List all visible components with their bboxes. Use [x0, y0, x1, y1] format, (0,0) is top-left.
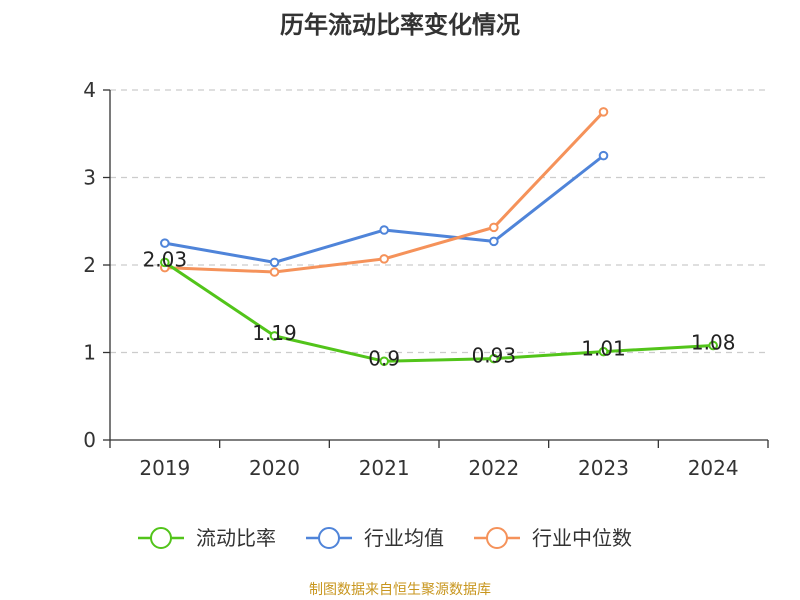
- x-tick-label: 2020: [249, 456, 300, 480]
- data-point: [379, 225, 389, 235]
- data-label: 1.08: [691, 331, 736, 355]
- legend-item-1[interactable]: 行业均值: [306, 526, 444, 550]
- legend: 流动比率 行业均值 行业中位数: [138, 526, 632, 550]
- y-tick-label: 2: [83, 253, 96, 277]
- data-point: [598, 107, 609, 117]
- legend-label: 流动比率: [196, 526, 276, 550]
- legend-label: 行业中位数: [532, 526, 632, 550]
- data-label: 1.01: [581, 337, 626, 361]
- data-point: [489, 236, 499, 247]
- data-label: 0.93: [472, 344, 517, 368]
- legend-label: 行业均值: [364, 526, 444, 550]
- source-note: 制图数据来自恒生聚源数据库: [309, 582, 491, 598]
- data-point: [708, 340, 718, 351]
- series-line-2: [164, 110, 605, 274]
- grid-lines: [110, 89, 768, 354]
- series-lines: [160, 107, 718, 367]
- data-point: [489, 222, 499, 233]
- legend-item-0[interactable]: 流动比率: [138, 526, 276, 550]
- data-point: [489, 353, 499, 364]
- x-tick-label: 2019: [139, 456, 190, 480]
- legend-marker: [150, 527, 172, 549]
- x-tick-label: 2022: [468, 456, 519, 480]
- data-point: [160, 238, 170, 248]
- series-line-1: [164, 154, 605, 264]
- data-label: 0.9: [368, 346, 400, 370]
- x-tick-label: 2021: [359, 456, 410, 480]
- data-point: [269, 331, 280, 341]
- x-tick-label: 2023: [578, 456, 629, 480]
- data-point: [269, 257, 280, 268]
- data-label: 2.03: [143, 247, 188, 271]
- y-tick-label: 1: [83, 341, 96, 365]
- data-point: [379, 356, 389, 367]
- x-tick-label: 2024: [688, 456, 739, 480]
- y-tick-label: 3: [83, 166, 96, 190]
- legend-marker: [486, 527, 508, 549]
- data-point: [269, 267, 280, 277]
- axes: 0 1 2 3 4 2019 2020 2021 2022 2023 2024: [83, 78, 769, 480]
- data-label: 1.19: [252, 321, 297, 345]
- data-point: [598, 346, 609, 357]
- chart-title: 历年流动比率变化情况: [280, 11, 520, 39]
- data-point: [160, 257, 170, 268]
- data-point: [598, 150, 609, 161]
- legend-item-2[interactable]: 行业中位数: [474, 526, 632, 550]
- legend-marker: [318, 527, 340, 549]
- data-labels: 2.03 1.19 0.9 0.93 1.01 1.08: [143, 247, 736, 370]
- y-tick-label: 4: [83, 78, 96, 102]
- data-point: [379, 254, 389, 264]
- series-line-0: [163, 261, 714, 363]
- y-tick-label: 0: [83, 428, 96, 452]
